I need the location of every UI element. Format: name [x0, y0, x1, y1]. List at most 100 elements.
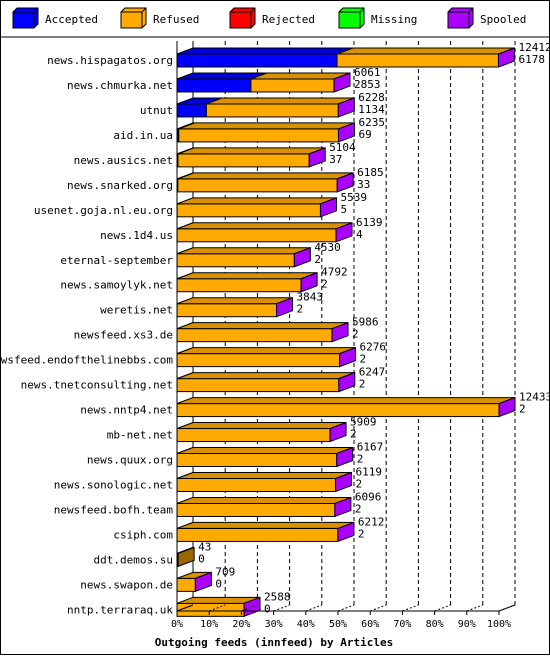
bar-refused-top	[177, 298, 292, 304]
bar-refused	[177, 454, 337, 467]
tick-depth	[435, 605, 451, 611]
legend-item-refused: Refused	[121, 8, 199, 28]
bar-group	[177, 373, 355, 392]
bar-refused-top	[177, 398, 515, 404]
bar-refused	[178, 154, 309, 167]
bar-refused-top	[177, 223, 352, 229]
category-label: utnut	[140, 104, 173, 117]
accepted-label: 2	[519, 403, 526, 416]
accepted-label: 2	[297, 303, 304, 316]
bar-group	[177, 398, 515, 417]
category-label: news.nntp4.net	[80, 404, 173, 417]
bar-refused	[177, 503, 335, 516]
accepted-label: 2	[358, 527, 365, 540]
bar-group	[177, 348, 356, 367]
bar-group	[177, 173, 353, 192]
legend-label-refused: Refused	[153, 13, 199, 26]
category-label: news.snarked.org	[67, 179, 173, 192]
category-label: weretis.net	[100, 304, 173, 317]
bar-refused	[177, 304, 276, 317]
accepted-label: 2	[355, 502, 362, 515]
bar-refused-top	[177, 248, 310, 254]
bar-end-cap	[178, 547, 194, 566]
category-label: aid.in.ua	[113, 129, 173, 142]
category-label: news.1d4.us	[100, 229, 173, 242]
category-label: usenet.goja.nl.eu.org	[34, 204, 173, 217]
accepted-label: 37	[329, 153, 342, 166]
legend-label-missing: Missing	[371, 13, 417, 26]
bars	[177, 48, 515, 616]
bar-group	[177, 423, 346, 442]
bar-group	[177, 223, 352, 242]
bar-refused	[177, 229, 336, 242]
category-label: mb-net.net	[107, 429, 173, 442]
x-tick-label: 100%	[487, 619, 511, 630]
bar-refused-top	[177, 448, 353, 454]
legend-label-accepted: Accepted	[45, 13, 98, 26]
bar-group	[177, 572, 211, 591]
bar-refused-top	[177, 323, 348, 329]
category-label: news.quux.org	[87, 454, 173, 467]
bar-group	[177, 472, 351, 491]
category-label: eternal-september	[60, 254, 173, 267]
bar-group	[177, 522, 354, 541]
bar-refused	[178, 179, 337, 192]
x-tick-label: 50%	[329, 619, 347, 630]
legend-label-rejected: Rejected	[262, 13, 315, 26]
bar-refused-top	[177, 373, 355, 379]
bar-group	[177, 497, 351, 516]
accepted-label: 0	[198, 552, 205, 565]
bar-group	[177, 323, 348, 342]
bar-refused-top	[178, 148, 325, 154]
category-label: ddt.demos.su	[94, 553, 173, 566]
x-tick-label: 60%	[361, 619, 379, 630]
bar-refused-top	[179, 123, 355, 129]
category-label: csiph.com	[113, 528, 173, 541]
legend-label-spooled: Spooled	[480, 13, 526, 26]
bar-group	[177, 298, 293, 317]
bar-refused	[177, 254, 294, 267]
accepted-label: 2853	[354, 78, 381, 91]
bar-refused	[177, 279, 301, 292]
x-axis-title: Outgoing feeds (innfeed) by Articles	[155, 636, 393, 649]
category-label: newsfeed.endofthelinebbs.com	[1, 354, 173, 367]
x-tick-label: 80%	[426, 619, 444, 630]
bar-group	[177, 98, 354, 117]
bar-refused-top	[177, 497, 351, 503]
bar-refused	[177, 603, 244, 616]
bar-group	[177, 48, 514, 67]
accepted-label: 4	[356, 228, 363, 241]
bar-refused-top	[177, 472, 351, 478]
bar-refused	[177, 478, 335, 491]
category-label: newsfeed.bofh.team	[54, 503, 174, 516]
legend-item-missing: Missing	[339, 8, 417, 28]
category-label: news.ausics.net	[74, 154, 173, 167]
bar-refused	[177, 329, 332, 342]
accepted-label: 2	[314, 253, 321, 266]
legend: Accepted Refused Rejected Missing Spooled	[13, 8, 526, 28]
x-tick-label: 0%	[171, 619, 183, 630]
bar-accepted	[177, 54, 337, 67]
bar-group	[177, 198, 336, 217]
accepted-label: 2	[359, 378, 366, 391]
bar-accepted	[177, 79, 251, 92]
bar-refused-top	[206, 98, 354, 104]
x-tick-label: 10%	[200, 619, 218, 630]
legend-item-rejected: Rejected	[230, 8, 315, 28]
tick-depth	[338, 605, 354, 611]
bar-refused-top	[177, 348, 355, 354]
accepted-label: 5	[340, 203, 347, 216]
accepted-label: 2	[360, 353, 367, 366]
bar-refused	[251, 79, 334, 92]
category-label: news.tnetconsulting.net	[21, 379, 173, 392]
bar-refused	[177, 404, 499, 417]
bar-refused	[177, 379, 339, 392]
accepted-label: 2	[321, 278, 328, 291]
bar-refused-top	[177, 522, 354, 528]
accepted-label: 69	[358, 128, 371, 141]
legend-item-accepted: Accepted	[13, 8, 98, 28]
x-tick-label: 90%	[458, 619, 476, 630]
category-label: news.hispagatos.org	[47, 54, 173, 67]
bar-refused-top	[177, 423, 346, 429]
